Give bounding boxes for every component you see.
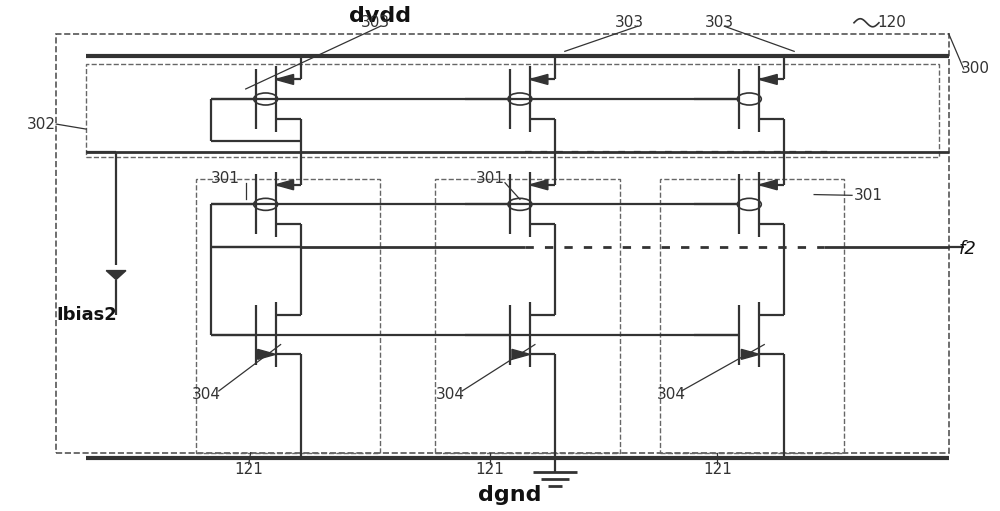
Bar (56, 34, 949, 453)
Text: 301: 301 (476, 171, 505, 186)
Text: dgnd: dgnd (478, 485, 542, 505)
Polygon shape (741, 350, 759, 359)
Text: 303: 303 (615, 15, 644, 30)
Text: 303: 303 (361, 15, 390, 30)
Text: 304: 304 (436, 387, 465, 403)
Polygon shape (276, 75, 294, 84)
Bar (660, 179, 844, 453)
Text: 301: 301 (211, 171, 240, 186)
Text: 301: 301 (854, 188, 883, 203)
Text: 120: 120 (877, 15, 906, 30)
Text: f2: f2 (959, 241, 977, 259)
Bar (86, 64, 939, 157)
Bar (435, 179, 620, 453)
Polygon shape (512, 350, 530, 359)
Text: 300: 300 (961, 61, 990, 77)
Bar (196, 179, 380, 453)
Text: 302: 302 (27, 117, 56, 132)
Polygon shape (530, 180, 548, 190)
Text: 121: 121 (234, 462, 263, 477)
Polygon shape (759, 180, 777, 190)
Text: Ibias2: Ibias2 (56, 306, 117, 323)
Text: 303: 303 (705, 15, 734, 30)
Polygon shape (276, 180, 294, 190)
Text: 121: 121 (703, 462, 732, 477)
Polygon shape (106, 270, 126, 280)
Polygon shape (530, 75, 548, 84)
Text: dvdd: dvdd (349, 6, 411, 26)
Polygon shape (759, 75, 777, 84)
Text: 304: 304 (191, 387, 220, 403)
Text: 121: 121 (476, 462, 504, 477)
Text: 304: 304 (657, 387, 686, 403)
Polygon shape (258, 350, 276, 359)
